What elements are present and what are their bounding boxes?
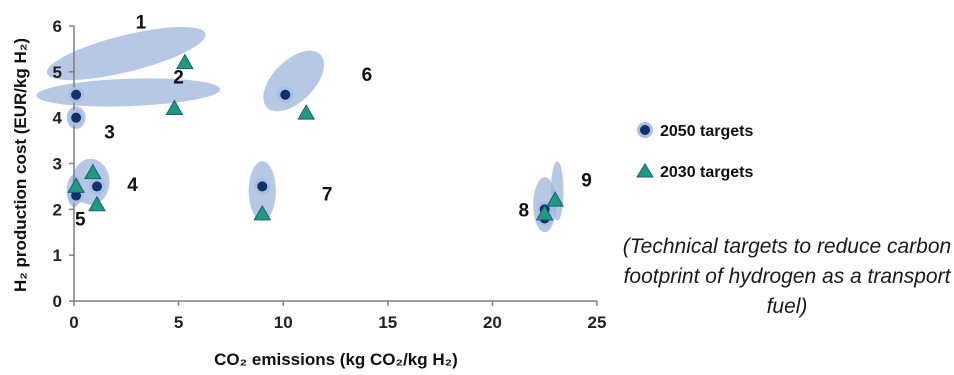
x-tick-label: 10 bbox=[274, 313, 293, 332]
y-tick-label: 0 bbox=[53, 292, 62, 311]
point-2030 bbox=[253, 204, 272, 221]
y-tick-label: 6 bbox=[53, 17, 62, 36]
points-layer bbox=[67, 53, 565, 227]
y-tick-label: 4 bbox=[53, 109, 63, 128]
point-2030 bbox=[67, 177, 85, 193]
point-2050 bbox=[254, 178, 271, 195]
group-label-2: 2 bbox=[173, 67, 184, 88]
point-2030 bbox=[176, 53, 194, 70]
legend-marker-2050 bbox=[637, 122, 653, 138]
y-tick-label: 2 bbox=[53, 200, 62, 219]
legend-label-2030: 2030 targets bbox=[660, 164, 753, 181]
point-2030 bbox=[546, 191, 565, 207]
axes-layer bbox=[69, 25, 598, 306]
group-label-3: 3 bbox=[104, 122, 115, 143]
x-tick-label: 15 bbox=[378, 313, 397, 332]
y-tick-label: 5 bbox=[53, 63, 62, 82]
x-tick-label: 0 bbox=[69, 313, 78, 332]
group-label-7: 7 bbox=[322, 184, 333, 205]
point-2030 bbox=[535, 204, 554, 221]
group-label-5: 5 bbox=[75, 210, 86, 231]
point-2030 bbox=[297, 104, 316, 120]
group-ellipse-1 bbox=[47, 26, 206, 81]
point-2050 bbox=[68, 86, 85, 103]
chart-note: (Technical targets to reduce carbon foot… bbox=[622, 235, 952, 318]
point-2030 bbox=[165, 99, 184, 115]
group-label-9: 9 bbox=[581, 171, 592, 192]
point-2050 bbox=[277, 86, 294, 103]
group-label-6: 6 bbox=[362, 65, 373, 86]
y-tick-label: 3 bbox=[53, 155, 62, 174]
group-ellipse-6 bbox=[263, 50, 325, 112]
point-2050 bbox=[68, 109, 85, 126]
group-ellipse-9 bbox=[550, 161, 564, 221]
group-labels-layer: 1 2 3 4 5 6 7 8 9 bbox=[75, 12, 592, 230]
x-axis-title: CO₂ emissions (kg CO₂/kg H₂) bbox=[214, 350, 458, 369]
group-ellipse-2 bbox=[36, 78, 221, 107]
x-tick-label: 5 bbox=[174, 313, 183, 332]
point-2030 bbox=[83, 163, 102, 180]
point-2030 bbox=[88, 195, 106, 212]
x-tick-label: 25 bbox=[588, 313, 607, 332]
legend-marker-2030 bbox=[636, 163, 654, 178]
legend-label-2050: 2050 targets bbox=[660, 123, 753, 140]
group-label-4: 4 bbox=[127, 175, 138, 196]
group-label-8: 8 bbox=[518, 200, 529, 221]
group-ellipses-layer bbox=[36, 26, 564, 233]
y-tick-label: 1 bbox=[53, 246, 62, 265]
legend: 2050 targets 2030 targets bbox=[636, 122, 753, 181]
point-2050 bbox=[89, 178, 106, 195]
y-axis-title: H₂ production cost (EUR/kg H₂) bbox=[11, 38, 30, 292]
group-label-1: 1 bbox=[136, 12, 147, 33]
x-tick-label: 20 bbox=[483, 313, 502, 332]
